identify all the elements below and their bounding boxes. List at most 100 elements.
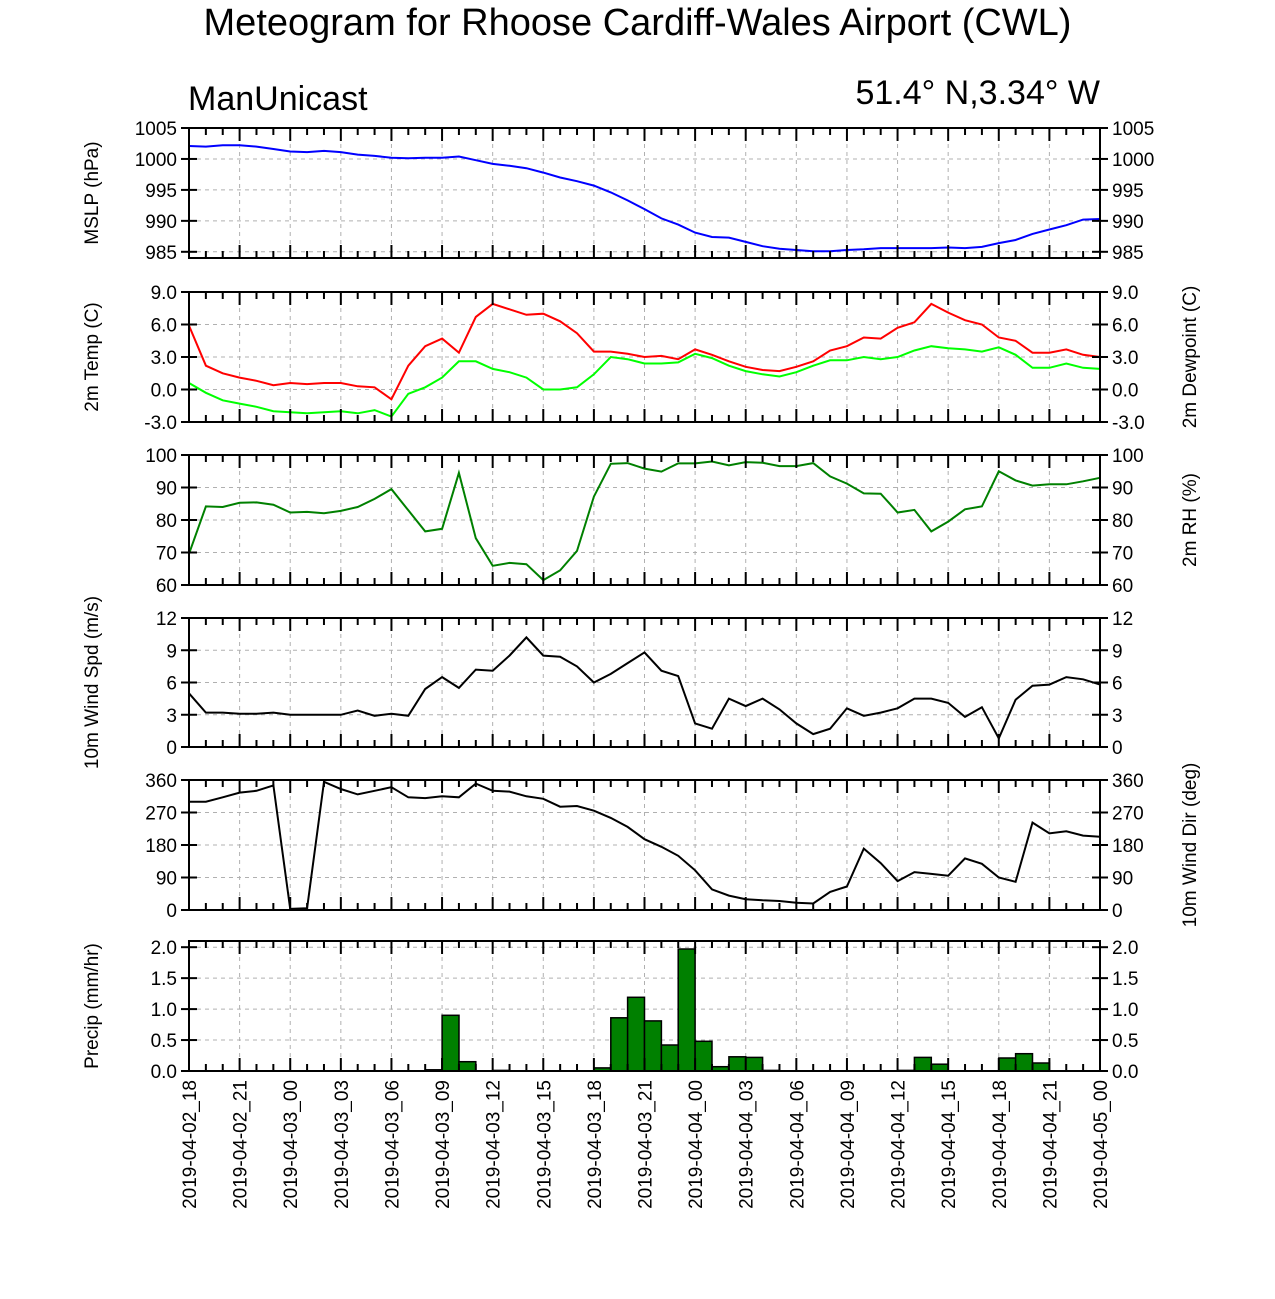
precip-bar — [694, 1040, 713, 1072]
mslp-y-tick-label-right: 985 — [1112, 243, 1144, 264]
temp-y-tick-label-right: 9.0 — [1112, 283, 1138, 304]
rh-y-tick-label: 100 — [145, 446, 177, 467]
x-tick-label: 2019-04-04_21 — [1040, 1080, 1061, 1209]
precip-bar — [930, 1063, 949, 1072]
x-tick-label: 2019-04-04_06 — [787, 1080, 808, 1209]
wspd-y-tick-label: 12 — [156, 609, 177, 630]
x-tick-label: 2019-04-03_21 — [636, 1080, 657, 1209]
temp-ylabel-right: 2m Dewpoint (C) — [1180, 286, 1201, 429]
x-tick-label: 2019-04-03_00 — [281, 1080, 302, 1209]
wspd-y-tick-label: 9 — [166, 641, 177, 662]
precip-y-tick-label-right: 0.0 — [1112, 1062, 1138, 1083]
precip-ylabel-left: Precip (mm/hr) — [82, 943, 103, 1069]
wspd-y-tick-label: 0 — [166, 738, 177, 759]
precip-bar — [610, 1017, 629, 1072]
rh-y-tick-label: 90 — [156, 479, 177, 500]
mslp-y-tick-label: 1005 — [135, 119, 177, 140]
rh-y-tick-label-right: 90 — [1112, 479, 1133, 500]
precip-y-tick-label: 1.0 — [151, 1000, 177, 1021]
precip-y-tick-label: 1.5 — [151, 969, 177, 990]
mslp-ylabel-left: MSLP (hPa) — [82, 141, 103, 244]
mslp-y-tick-label: 990 — [145, 212, 177, 233]
wspd-ylabel-left: 10m Wind Spd (m/s) — [82, 596, 103, 769]
x-tick-label: 2019-04-04_09 — [838, 1080, 859, 1209]
temp-y-tick-label: -3.0 — [144, 413, 177, 434]
temp-ylabel-left: 2m Temp (C) — [82, 302, 103, 411]
temp-y-tick-label-right: 0.0 — [1112, 381, 1138, 402]
mslp-y-tick-label: 995 — [145, 181, 177, 202]
wdir-ylabel-right: 10m Wind Dir (deg) — [1180, 763, 1201, 928]
x-tick-label: 2019-04-04_03 — [737, 1080, 758, 1209]
wdir-y-tick-label: 0 — [166, 901, 177, 922]
x-tick-label: 2019-04-04_00 — [686, 1080, 707, 1209]
precip-y-tick-label-right: 2.0 — [1112, 938, 1138, 959]
x-tick-label: 2019-04-02_18 — [180, 1080, 201, 1209]
precip-bar — [643, 1020, 663, 1072]
temp-y-tick-label: 0.0 — [151, 381, 177, 402]
x-tick-label: 2019-04-05_00 — [1091, 1080, 1112, 1209]
precip-y-tick-label: 0.5 — [151, 1031, 177, 1052]
x-tick-label: 2019-04-03_15 — [534, 1080, 555, 1209]
x-tick-label: 2019-04-04_18 — [990, 1080, 1011, 1209]
temp-y-tick-label: 3.0 — [151, 348, 177, 369]
mslp-y-tick-label-right: 1005 — [1112, 119, 1154, 140]
precip-bar — [626, 996, 646, 1072]
rh-y-tick-label: 80 — [156, 511, 177, 532]
rh-y-tick-label: 60 — [156, 576, 177, 597]
wspd-y-tick-label-right: 0 — [1112, 738, 1123, 759]
wspd-y-tick-label-right: 6 — [1112, 674, 1123, 695]
wdir-y-tick-label: 270 — [145, 804, 177, 825]
x-tick-label: 2019-04-03_09 — [433, 1080, 454, 1209]
wspd-y-tick-label: 3 — [166, 706, 177, 727]
rh-y-tick-label-right: 70 — [1112, 544, 1133, 565]
wdir-y-tick-label: 180 — [145, 836, 177, 857]
location-label: 51.4° N,3.34° W — [855, 74, 1100, 112]
x-tick-label: 2019-04-03_18 — [585, 1080, 606, 1209]
model-label: ManUnicast — [188, 80, 368, 118]
mslp-y-tick-label-right: 990 — [1112, 212, 1144, 233]
wspd-y-tick-label-right: 3 — [1112, 706, 1123, 727]
temp-y-tick-label: 9.0 — [151, 283, 177, 304]
wdir-y-tick-label-right: 270 — [1112, 804, 1144, 825]
precip-bar — [458, 1060, 477, 1072]
wspd-y-tick-label-right: 12 — [1112, 609, 1133, 630]
x-tick-label: 2019-04-02_21 — [231, 1080, 252, 1209]
temp-series-line-0 — [188, 302, 1101, 401]
wdir-y-tick-label: 90 — [156, 869, 177, 890]
wdir-y-tick-label-right: 0 — [1112, 901, 1123, 922]
wdir-y-tick-label-right: 180 — [1112, 836, 1144, 857]
rh-y-tick-label-right: 80 — [1112, 511, 1133, 532]
x-tick-label: 2019-04-03_06 — [382, 1080, 403, 1209]
precip-y-tick-label-right: 1.5 — [1112, 969, 1138, 990]
rh-ylabel-right: 2m RH (%) — [1180, 473, 1201, 567]
precip-y-tick-label-right: 0.5 — [1112, 1031, 1138, 1052]
x-tick-label: 2019-04-04_15 — [939, 1080, 960, 1209]
precip-bar — [660, 1044, 680, 1072]
mslp-y-tick-label: 1000 — [135, 150, 177, 171]
precip-bar — [998, 1057, 1017, 1072]
x-tick-label: 2019-04-03_03 — [332, 1080, 353, 1209]
temp-y-tick-label-right: 3.0 — [1112, 348, 1138, 369]
precip-y-tick-label: 0.0 — [151, 1062, 177, 1083]
chart-title: Meteogram for Rhoose Cardiff-Wales Airpo… — [203, 2, 1072, 44]
precip-bar — [913, 1056, 933, 1072]
precip-bar — [1031, 1062, 1051, 1072]
rh-y-tick-label: 70 — [156, 544, 177, 565]
mslp-y-tick-label-right: 1000 — [1112, 150, 1154, 171]
mslp-y-tick-label-right: 995 — [1112, 181, 1144, 202]
x-tick-label: 2019-04-03_12 — [484, 1080, 505, 1209]
wdir-y-tick-label-right: 90 — [1112, 869, 1133, 890]
temp-y-tick-label-right: -3.0 — [1112, 413, 1145, 434]
temp-y-tick-label-right: 6.0 — [1112, 316, 1138, 337]
precip-bar — [744, 1056, 764, 1072]
precip-y-tick-label-right: 1.0 — [1112, 1000, 1138, 1021]
wdir-y-tick-label: 360 — [145, 771, 177, 792]
temp-y-tick-label: 6.0 — [151, 316, 177, 337]
precip-y-tick-label: 2.0 — [151, 938, 177, 959]
rh-series-line-0 — [188, 460, 1101, 582]
precip-bar — [1014, 1052, 1034, 1072]
wspd-series-line-0 — [188, 635, 1101, 741]
rh-y-tick-label-right: 60 — [1112, 576, 1133, 597]
x-tick-label: 2019-04-04_12 — [889, 1080, 910, 1209]
